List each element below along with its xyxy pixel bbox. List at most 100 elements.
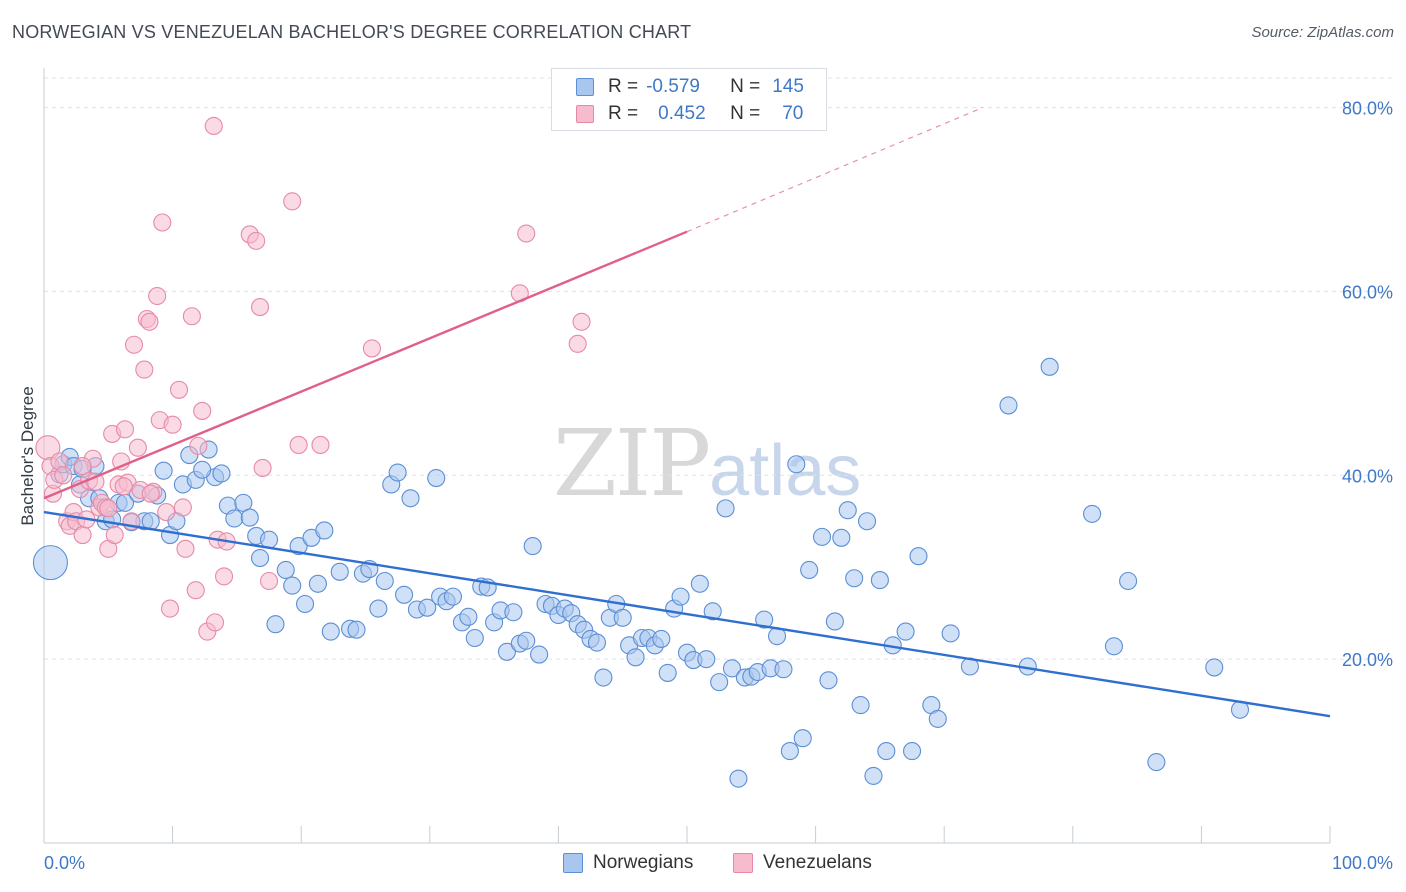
legend-r-label: R = bbox=[608, 103, 639, 124]
y-axis-label: Bachelor's Degree bbox=[18, 386, 37, 525]
venezuelan-point bbox=[148, 286, 167, 306]
venezuelan-point bbox=[140, 312, 159, 331]
norwegian-point bbox=[276, 560, 295, 580]
norwegian-point bbox=[443, 587, 462, 606]
norwegian-point bbox=[587, 633, 607, 652]
venezuelan-point bbox=[247, 231, 266, 250]
norwegian-point bbox=[729, 769, 748, 788]
norwegian-point bbox=[1147, 753, 1166, 772]
norwegian-point bbox=[266, 615, 285, 634]
norwegian-point bbox=[896, 622, 915, 641]
norwegian-point bbox=[32, 545, 68, 581]
venezuelan-point bbox=[259, 571, 279, 591]
norwegian-point bbox=[851, 696, 870, 715]
blue-swatch bbox=[576, 78, 594, 96]
venezuelan-point bbox=[283, 192, 302, 211]
norwegian-point bbox=[613, 608, 632, 627]
norwegian-point bbox=[523, 537, 542, 556]
watermark-zip: ZIP bbox=[553, 410, 711, 517]
norwegian-point bbox=[864, 766, 883, 785]
venezuelan-point bbox=[160, 599, 180, 618]
venezuelan-point bbox=[362, 339, 381, 358]
norwegian-point bbox=[1040, 357, 1059, 376]
venezuelan-point bbox=[105, 525, 124, 545]
norwegian-point bbox=[793, 729, 812, 748]
norwegian-point bbox=[517, 631, 536, 650]
venezuelan-point bbox=[157, 503, 176, 522]
norwegian-point bbox=[941, 624, 960, 643]
venezuelan-point bbox=[189, 436, 208, 455]
venezuelan-point bbox=[73, 457, 92, 476]
venezuelan-trend-line bbox=[43, 230, 688, 500]
blue-swatch bbox=[563, 853, 583, 873]
norwegian-point bbox=[902, 742, 922, 761]
legend-n-label: N = bbox=[730, 76, 761, 97]
venezuelan-point bbox=[176, 539, 195, 558]
y-tick-label: 60.0% bbox=[1342, 282, 1393, 302]
venezuelan-point bbox=[205, 613, 225, 632]
legend-r-label: R = bbox=[608, 76, 639, 97]
norwegian-point bbox=[857, 512, 877, 531]
norwegian-point bbox=[289, 537, 308, 556]
legend-row-venezuelans: R = 0.452 N = 70 bbox=[576, 101, 803, 127]
venezuelan-point bbox=[253, 458, 272, 477]
norwegian-point bbox=[800, 560, 819, 580]
norwegian-point bbox=[369, 599, 388, 618]
norwegian-point bbox=[877, 742, 896, 761]
y-tick-label: 40.0% bbox=[1342, 466, 1393, 486]
venezuelan-point bbox=[250, 298, 270, 317]
correlation-legend: R = -0.579 N = 145 R = 0.452 N = 70 bbox=[551, 68, 827, 131]
venezuelan-point bbox=[214, 567, 234, 586]
legend-item-norwegians: Norwegians bbox=[563, 852, 693, 874]
norwegian-point bbox=[259, 530, 279, 549]
norwegian-point bbox=[780, 742, 799, 761]
venezuelan-trend-extension bbox=[686, 107, 984, 233]
norwegian-point bbox=[812, 527, 832, 546]
venezuelan-point bbox=[289, 435, 308, 455]
venezuelan-point bbox=[135, 360, 154, 379]
venezuelan-point bbox=[99, 499, 118, 518]
norwegian-point bbox=[427, 468, 446, 488]
venezuelan-point bbox=[153, 213, 172, 232]
norwegian-point bbox=[703, 602, 722, 621]
norwegian-point bbox=[626, 648, 645, 667]
legend-row-norwegians: R = -0.579 N = 145 bbox=[576, 74, 804, 100]
norwegian-point bbox=[722, 659, 742, 678]
venezuelan-point bbox=[186, 581, 205, 600]
venezuelan-point bbox=[114, 477, 133, 496]
norwegian-point bbox=[697, 650, 716, 669]
pink-swatch bbox=[733, 853, 753, 873]
norwegian-point bbox=[504, 603, 523, 622]
venezuelan-point bbox=[163, 415, 182, 434]
norwegian-point bbox=[1119, 571, 1138, 591]
pink-swatch bbox=[576, 105, 594, 123]
venezuelan-point bbox=[182, 307, 201, 326]
venezuelan-point bbox=[204, 116, 223, 136]
legend-n-value: 70 bbox=[782, 103, 804, 124]
venezuelan-point bbox=[141, 484, 160, 503]
legend-label-venezuelans: Venezuelans bbox=[763, 852, 872, 873]
watermark-atlas: atlas bbox=[709, 431, 862, 511]
venezuelan-point bbox=[311, 435, 330, 455]
norwegian-point bbox=[375, 571, 394, 591]
legend-r-value: 0.452 bbox=[658, 103, 706, 124]
norwegian-point bbox=[395, 585, 414, 604]
norwegian-point bbox=[296, 594, 315, 614]
norwegian-point bbox=[418, 598, 437, 617]
norwegian-point bbox=[193, 460, 212, 479]
venezuelan-point bbox=[128, 438, 147, 457]
venezuelan-point bbox=[169, 380, 189, 399]
series-legend: Norwegians Venezuelans bbox=[0, 852, 1406, 878]
norwegian-point bbox=[652, 629, 671, 648]
norwegian-point bbox=[530, 645, 549, 664]
norwegian-point bbox=[819, 671, 838, 690]
norwegian-point bbox=[845, 569, 864, 588]
legend-item-venezuelans: Venezuelans bbox=[733, 852, 872, 874]
chart-title: NORWEGIAN VS VENEZUELAN BACHELOR'S DEGRE… bbox=[12, 22, 692, 42]
norwegian-point bbox=[1083, 504, 1102, 523]
norwegian-point bbox=[497, 642, 517, 661]
norwegian-point bbox=[1205, 658, 1224, 677]
watermark: ZIPatlas bbox=[553, 410, 861, 517]
norwegian-point bbox=[308, 574, 327, 593]
norwegian-point bbox=[388, 463, 407, 482]
